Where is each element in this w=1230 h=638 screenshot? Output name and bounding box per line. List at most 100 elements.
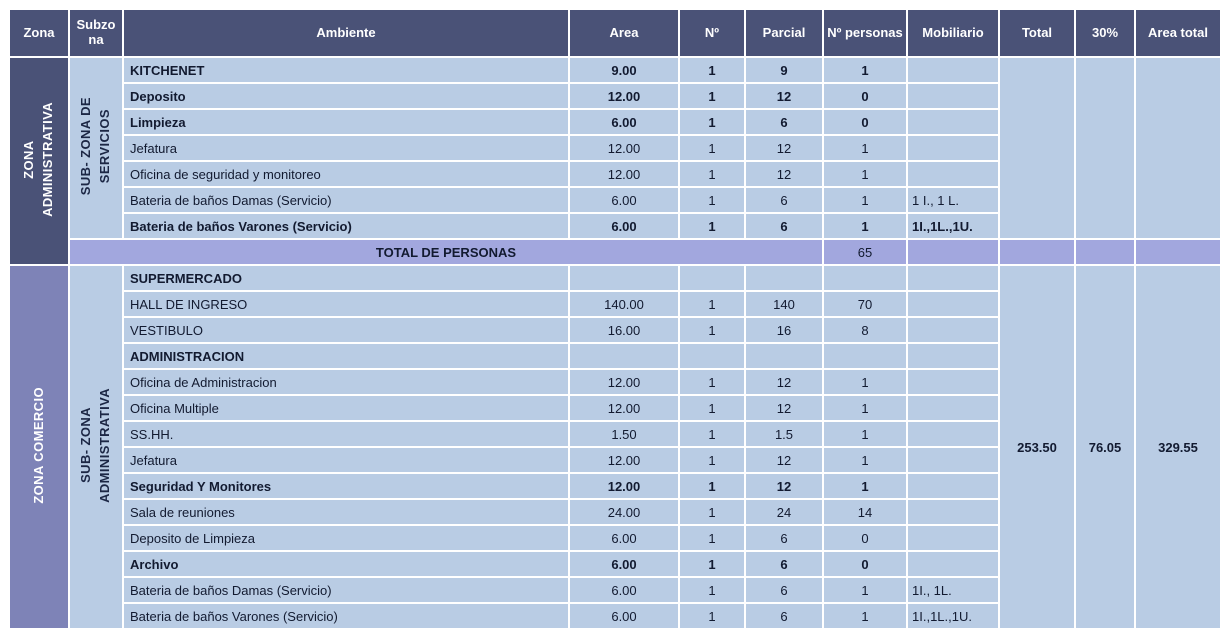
cell-mobiliario — [908, 110, 998, 134]
cell-personas: 0 — [824, 552, 906, 576]
table-row: Seguridad Y Monitores 12.00 1 12 1 — [10, 474, 1220, 498]
cell-ambiente: Deposito — [124, 84, 568, 108]
table-header: Zona Subzona Ambiente Area Nº Parcial Nº… — [10, 10, 1220, 56]
cell-mobiliario — [908, 136, 998, 160]
cell-personas — [824, 266, 906, 290]
total-area-total-cell — [1136, 240, 1220, 264]
cell-area: 12.00 — [570, 448, 678, 472]
cell-ambiente: Jefatura — [124, 448, 568, 472]
cell-area — [570, 344, 678, 368]
cell-parcial: 6 — [746, 578, 822, 602]
cell-parcial: 16 — [746, 318, 822, 342]
cell-count: 1 — [680, 422, 744, 446]
header-zona: Zona — [10, 10, 68, 56]
total-personas-row: TOTAL DE PERSONAS 65 — [10, 240, 1220, 264]
cell-mobiliario — [908, 344, 998, 368]
cell-area: 6.00 — [570, 604, 678, 628]
cell-personas: 1 — [824, 162, 906, 186]
total-personas-value: 65 — [824, 240, 906, 264]
cell-personas: 1 — [824, 422, 906, 446]
cell-personas: 1 — [824, 136, 906, 160]
cell-ambiente: ADMINISTRACION — [124, 344, 568, 368]
cell-parcial: 6 — [746, 552, 822, 576]
cell-ambiente: Bateria de baños Damas (Servicio) — [124, 188, 568, 212]
cell-ambiente: SUPERMERCADO — [124, 266, 568, 290]
cell-area: 6.00 — [570, 578, 678, 602]
cell-parcial: 6 — [746, 110, 822, 134]
header-row: Zona Subzona Ambiente Area Nº Parcial Nº… — [10, 10, 1220, 56]
header-pct30: 30% — [1076, 10, 1134, 56]
table-row: ADMINISTRACION — [10, 344, 1220, 368]
table-row: Limpieza 6.00 1 6 0 — [10, 110, 1220, 134]
cell-count: 1 — [680, 526, 744, 550]
cell-pct30 — [1076, 58, 1134, 238]
cell-personas: 1 — [824, 578, 906, 602]
cell-parcial: 12 — [746, 396, 822, 420]
cell-total — [1000, 58, 1074, 238]
total-personas-label: TOTAL DE PERSONAS — [70, 240, 822, 264]
cell-mobiliario — [908, 292, 998, 316]
subzona-label: SUB- ZONA ADMINISTRATIVA — [78, 388, 112, 503]
cell-personas: 1 — [824, 396, 906, 420]
header-numero: Nº — [680, 10, 744, 56]
cell-area: 12.00 — [570, 370, 678, 394]
cell-mobiliario: 1I.,1L.,1U. — [908, 214, 998, 238]
cell-area: 16.00 — [570, 318, 678, 342]
cell-ambiente: Seguridad Y Monitores — [124, 474, 568, 498]
table-row: Oficina de seguridad y monitoreo 12.00 1 12… — [10, 162, 1220, 186]
cell-count: 1 — [680, 318, 744, 342]
total-total-cell — [1000, 240, 1074, 264]
cell-mobiliario: 1I., 1L. — [908, 578, 998, 602]
cell-parcial: 140 — [746, 292, 822, 316]
cell-area: 6.00 — [570, 552, 678, 576]
cell-count: 1 — [680, 110, 744, 134]
zona-label-cell: ZONA ADMINISTRATIVA — [10, 58, 68, 264]
cell-count: 1 — [680, 58, 744, 82]
table-row: Jefatura 12.00 1 12 1 — [10, 448, 1220, 472]
cell-ambiente: Deposito de Limpieza — [124, 526, 568, 550]
cell-parcial — [746, 266, 822, 290]
cell-mobiliario — [908, 370, 998, 394]
cell-mobiliario — [908, 422, 998, 446]
table-row: Oficina de Administracion 12.00 1 12 1 — [10, 370, 1220, 394]
cell-personas: 0 — [824, 526, 906, 550]
table-body: ZONA ADMINISTRATIVA SUB- ZONA DE SERVICIO… — [10, 58, 1220, 628]
cell-total: 253.50 — [1000, 266, 1074, 628]
header-mobiliario: Mobiliario — [908, 10, 998, 56]
cell-area: 1.50 — [570, 422, 678, 446]
table-row: ZONA COMERCIO SUB- ZONA ADMINISTRATIVA SUP… — [10, 266, 1220, 628]
cell-parcial — [746, 344, 822, 368]
cell-count: 1 — [680, 552, 744, 576]
header-parcial: Parcial — [746, 10, 822, 56]
cell-ambiente: Archivo — [124, 552, 568, 576]
cell-area: 12.00 — [570, 396, 678, 420]
cell-ambiente: Bateria de baños Varones (Servicio) — [124, 214, 568, 238]
cell-parcial: 6 — [746, 188, 822, 212]
cell-personas: 1 — [824, 474, 906, 498]
cell-ambiente: HALL DE INGRESO — [124, 292, 568, 316]
cell-ambiente: KITCHENET — [124, 58, 568, 82]
cell-count: 1 — [680, 214, 744, 238]
cell-personas: 0 — [824, 110, 906, 134]
cell-area: 12.00 — [570, 162, 678, 186]
cell-area: 12.00 — [570, 84, 678, 108]
subzona-label: SUB- ZONA DE SERVICIOS — [78, 97, 112, 196]
header-total: Total — [1000, 10, 1074, 56]
cell-personas: 1 — [824, 370, 906, 394]
total-pct30-cell — [1076, 240, 1134, 264]
cell-mobiliario — [908, 526, 998, 550]
cell-count: 1 — [680, 500, 744, 524]
cell-mobiliario: 1 I., 1 L. — [908, 188, 998, 212]
cell-parcial: 24 — [746, 500, 822, 524]
cell-ambiente: SS.HH. — [124, 422, 568, 446]
table-row: ZONA ADMINISTRATIVA SUB- ZONA DE SERVICIO… — [10, 58, 1220, 264]
cell-area: 12.00 — [570, 474, 678, 498]
cell-count — [680, 344, 744, 368]
cell-mobiliario — [908, 474, 998, 498]
cell-personas: 1 — [824, 214, 906, 238]
cell-personas: 8 — [824, 318, 906, 342]
cell-parcial: 6 — [746, 526, 822, 550]
cell-parcial: 6 — [746, 604, 822, 628]
table-row: HALL DE INGRESO 140.00 1 140 70 — [10, 292, 1220, 316]
header-area-total: Area total — [1136, 10, 1220, 56]
